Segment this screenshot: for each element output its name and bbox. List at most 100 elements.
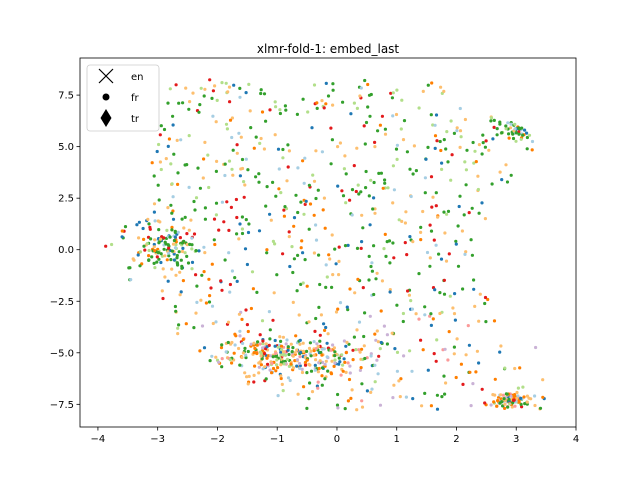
scatter-point xyxy=(195,284,199,288)
scatter-point xyxy=(172,252,176,256)
scatter-point xyxy=(484,139,488,143)
scatter-point xyxy=(459,362,463,366)
scatter-point xyxy=(207,277,211,281)
scatter-point xyxy=(308,202,313,206)
scatter-point xyxy=(170,211,174,215)
scatter-point xyxy=(455,126,459,130)
scatter-point xyxy=(275,358,279,362)
scatter-point xyxy=(320,366,325,370)
scatter-point xyxy=(344,370,348,374)
scatter-point xyxy=(211,114,215,118)
scatter-point xyxy=(311,173,315,177)
scatter-point xyxy=(238,95,242,99)
scatter-point xyxy=(279,353,283,357)
scatter-point xyxy=(255,351,259,356)
scatter-point xyxy=(419,338,423,342)
scatter-point xyxy=(281,156,285,160)
scatter-point xyxy=(341,363,345,367)
scatter-point xyxy=(308,341,312,345)
scatter-point xyxy=(346,243,350,247)
scatter-point xyxy=(345,305,349,309)
scatter-point xyxy=(369,352,373,356)
scatter-point xyxy=(263,352,267,356)
scatter-point xyxy=(235,143,239,147)
scatter-point xyxy=(352,164,356,168)
scatter-point xyxy=(120,229,124,233)
scatter-point xyxy=(492,118,496,122)
scatter-point xyxy=(344,172,348,176)
scatter-point xyxy=(309,349,313,353)
scatter-point xyxy=(450,153,454,157)
scatter-point xyxy=(190,236,194,240)
scatter-point xyxy=(295,112,299,116)
scatter-point xyxy=(276,345,280,349)
scatter-point xyxy=(158,237,163,241)
diamond-marker-icon xyxy=(100,109,112,127)
scatter-point xyxy=(153,249,157,253)
scatter-point xyxy=(255,343,259,347)
scatter-point xyxy=(265,185,269,189)
scatter-point xyxy=(414,312,418,316)
scatter-point xyxy=(165,228,169,232)
scatter-point xyxy=(291,366,295,370)
scatter-point xyxy=(419,230,423,234)
scatter-point xyxy=(362,334,366,339)
scatter-point xyxy=(240,215,244,219)
scatter-point xyxy=(334,310,339,314)
scatter-point xyxy=(358,94,362,98)
scatter-point xyxy=(147,222,151,226)
scatter-point xyxy=(137,236,141,240)
scatter-point xyxy=(502,397,506,401)
scatter-point xyxy=(325,355,329,359)
scatter-point xyxy=(434,204,438,208)
scatter-point xyxy=(470,206,474,210)
scatter-point xyxy=(433,134,438,138)
scatter-point xyxy=(337,356,341,360)
scatter-point xyxy=(496,399,500,403)
scatter-point xyxy=(310,390,315,394)
scatter-point xyxy=(217,228,221,232)
scatter-point xyxy=(157,257,161,261)
scatter-point xyxy=(503,406,507,410)
scatter-point xyxy=(393,347,397,351)
scatter-point xyxy=(373,363,377,367)
scatter-point xyxy=(277,167,281,171)
scatter-point xyxy=(285,338,289,342)
scatter-point xyxy=(288,264,292,269)
scatter-point xyxy=(312,251,316,255)
scatter-point xyxy=(194,196,199,200)
scatter-point xyxy=(238,86,242,90)
scatter-point xyxy=(448,294,452,298)
scatter-point xyxy=(388,290,392,294)
scatter-point xyxy=(203,206,207,210)
scatter-point xyxy=(307,183,311,187)
scatter-point xyxy=(463,252,467,256)
scatter-point xyxy=(163,275,167,279)
scatter-point xyxy=(388,261,392,265)
scatter-point xyxy=(399,377,403,381)
scatter-point xyxy=(480,201,484,205)
scatter-point xyxy=(459,135,463,139)
scatter-point xyxy=(313,368,317,372)
scatter-point xyxy=(169,258,173,262)
scatter-point xyxy=(270,371,274,375)
scatter-point xyxy=(244,91,248,95)
scatter-point xyxy=(195,300,199,304)
scatter-point xyxy=(408,167,412,171)
scatter-point xyxy=(323,377,327,381)
scatter-point xyxy=(214,169,218,173)
scatter-point xyxy=(504,127,508,131)
scatter-point xyxy=(255,290,259,294)
scatter-point xyxy=(329,126,333,130)
scatter-point xyxy=(431,195,435,199)
scatter-point xyxy=(350,213,354,217)
scatter-point xyxy=(338,301,343,305)
scatter-point xyxy=(241,351,245,355)
scatter-point xyxy=(324,81,328,85)
scatter-point xyxy=(467,343,471,347)
scatter-point xyxy=(290,350,294,354)
scatter-point xyxy=(157,198,161,202)
scatter-point xyxy=(210,262,214,266)
scatter-point xyxy=(391,201,395,205)
scatter-point xyxy=(360,213,364,217)
